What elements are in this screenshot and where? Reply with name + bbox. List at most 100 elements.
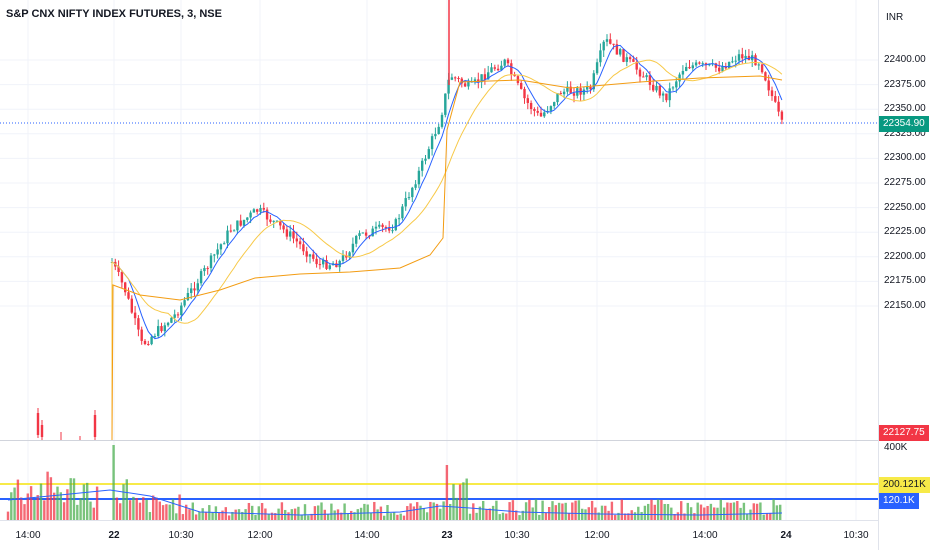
volume-bar	[633, 512, 637, 520]
volume-bar	[56, 486, 59, 520]
volume-bar	[122, 484, 125, 520]
volume-bar	[749, 509, 752, 520]
currency-label[interactable]: INR	[886, 12, 904, 23]
candle-body	[490, 67, 493, 73]
candle-body	[642, 76, 645, 78]
volume-bar	[323, 509, 326, 520]
time-tick: 12:00	[247, 530, 273, 541]
volume-bar	[729, 502, 732, 520]
volume-bar	[356, 509, 359, 520]
candle-body	[718, 67, 721, 72]
price-tick: 22400.00	[884, 54, 926, 65]
volume-bar	[152, 495, 155, 520]
candle-body	[374, 226, 378, 229]
volume-bar	[617, 512, 620, 520]
volume-bar	[313, 506, 317, 520]
chart-canvas[interactable]	[0, 0, 878, 550]
volume-bar	[607, 510, 610, 520]
volume-bar	[20, 497, 23, 520]
candle-body	[256, 209, 259, 212]
volume-bar	[663, 503, 666, 520]
candle-body	[638, 69, 642, 77]
volume-bar	[561, 503, 564, 520]
volume-bar	[303, 504, 307, 520]
candle-body	[737, 54, 741, 61]
volume-bar	[330, 503, 333, 520]
volume-bar	[689, 507, 693, 520]
candle-body	[698, 62, 701, 64]
volume-bar	[185, 504, 188, 520]
candle-body	[219, 244, 223, 250]
volume-bar	[39, 483, 43, 520]
volume-bar	[416, 502, 419, 520]
candle-body	[130, 298, 133, 313]
candle-body	[487, 72, 490, 80]
candle-body	[150, 336, 153, 345]
last-price-badge: 22354.90	[879, 116, 929, 132]
candle-body	[473, 79, 477, 82]
candle-body	[467, 81, 470, 87]
volume-bar	[383, 515, 386, 520]
volume-bar	[333, 510, 336, 520]
volume-bar	[485, 509, 488, 520]
candle-body	[213, 254, 216, 256]
volume-bar	[726, 502, 729, 520]
candle-body	[510, 63, 513, 75]
volume-bar	[191, 502, 194, 520]
candle-body	[407, 197, 411, 199]
candle-body	[665, 93, 668, 101]
candle-body	[229, 230, 232, 232]
candle-body	[562, 91, 566, 95]
price-tick: 22250.00	[884, 201, 926, 213]
time-tick: 10:30	[168, 530, 194, 541]
volume-bar	[491, 505, 495, 520]
volume-bar	[511, 500, 515, 520]
candle-body	[543, 112, 546, 117]
candle-body	[655, 85, 658, 91]
volume-bar	[221, 510, 224, 520]
volume-bar	[82, 484, 86, 520]
candle-body	[117, 266, 120, 273]
volume-bar	[254, 514, 257, 520]
volume-bar	[260, 502, 264, 520]
volume-bar	[541, 500, 544, 520]
volume-bar	[343, 503, 346, 520]
candle-body	[708, 63, 711, 66]
candle-body	[533, 109, 536, 111]
candle-body	[328, 265, 331, 269]
candle-body	[764, 72, 767, 81]
volume-bar	[656, 499, 660, 520]
volume-bar	[33, 499, 36, 520]
volume-bar	[703, 507, 706, 520]
candle-body	[454, 77, 457, 79]
volume-bar	[125, 479, 128, 520]
pane-separator[interactable]	[0, 440, 878, 441]
candle-body	[285, 229, 289, 237]
time-tick: 14:00	[15, 530, 41, 541]
candle-body	[180, 305, 183, 316]
price-tick: 22175.00	[884, 275, 926, 287]
candle-body	[252, 209, 256, 213]
volume-bar	[92, 507, 95, 520]
volume-bar	[346, 513, 350, 520]
candle-body	[124, 282, 127, 293]
symbol-title[interactable]: S&P CNX NIFTY INDEX FUTURES, 3, NSE	[6, 8, 222, 20]
volume-bar	[247, 502, 251, 520]
volume-bar	[693, 513, 696, 520]
volume-bar	[696, 502, 699, 520]
candle-body	[757, 64, 760, 66]
candle-body	[176, 314, 180, 316]
volume-bar	[257, 506, 260, 520]
time-tick: 12:00	[584, 530, 610, 541]
volume-bar	[175, 513, 178, 520]
candle-body	[411, 187, 414, 198]
candle-body	[384, 226, 388, 228]
candle-body	[381, 224, 384, 227]
volume-bar	[16, 479, 20, 520]
candle-body	[483, 74, 487, 80]
candle-body	[741, 54, 744, 59]
candle-body	[566, 86, 569, 92]
volume-bar	[531, 507, 534, 520]
volume-bar	[515, 510, 518, 520]
volume-bar	[419, 505, 422, 520]
